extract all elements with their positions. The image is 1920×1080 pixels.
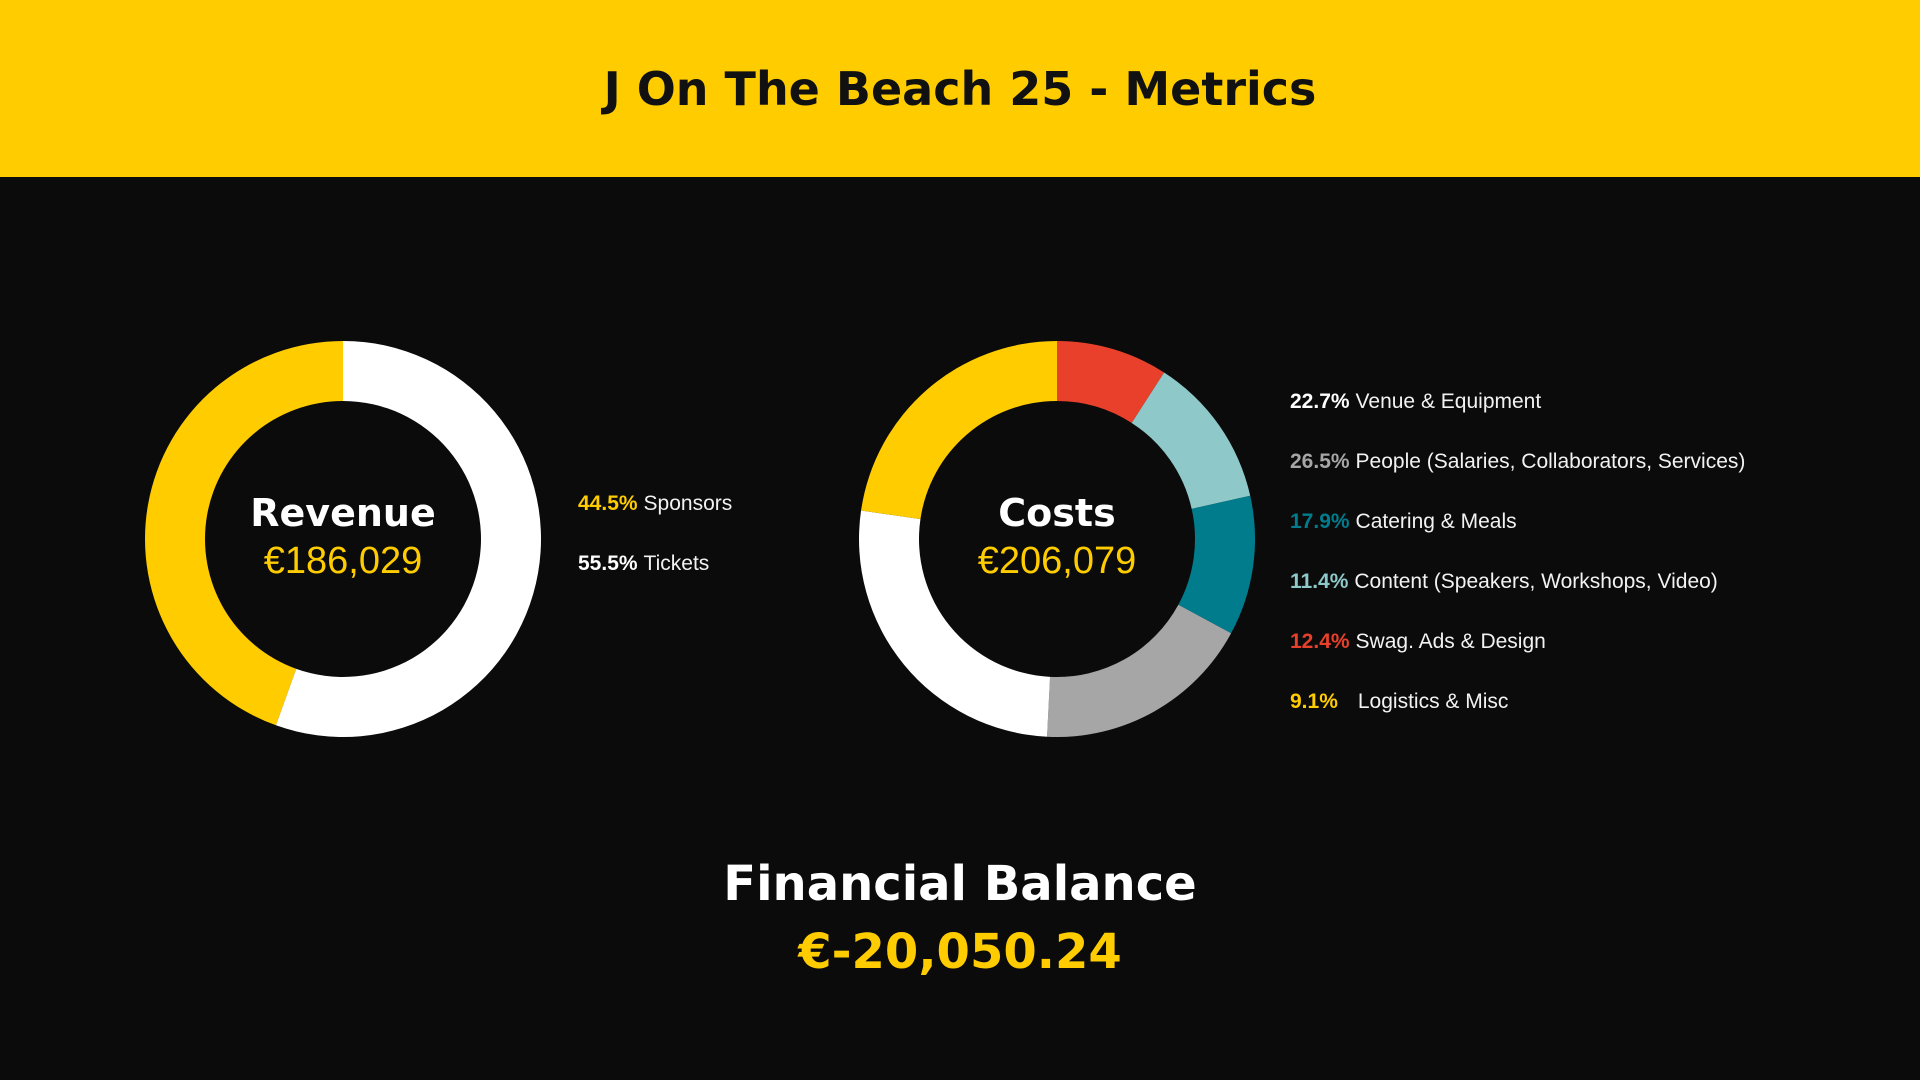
donut-slice-tickets xyxy=(275,341,541,737)
legend-label: People (Salaries, Collaborators, Service… xyxy=(1355,450,1746,473)
donut-slice-sponsors xyxy=(144,341,343,726)
legend-pct: 17.9% xyxy=(1290,510,1350,533)
balance-value: €-20,050.24 xyxy=(798,924,1122,980)
revenue-donut-svg xyxy=(144,341,541,737)
legend-item-content: 11.4% Content (Speakers, Workshops, Vide… xyxy=(1290,570,1745,630)
legend-pct: 44.5% xyxy=(578,492,638,515)
donut-slice-swag-ads-design xyxy=(1057,341,1165,423)
donut-slice-people-salaries-collaborators-services xyxy=(1047,604,1232,737)
legend-label: Catering & Meals xyxy=(1355,510,1517,533)
legend-item-catering: 17.9% Catering & Meals xyxy=(1290,510,1745,570)
donut-slice-venue-equipment xyxy=(859,510,1051,737)
revenue-donut-chart: Revenue €186,029 xyxy=(143,339,543,739)
header-bar: J On The Beach 25 - Metrics xyxy=(0,0,1920,177)
legend-pct: 26.5% xyxy=(1290,450,1350,473)
legend-item-tickets: 55.5% Tickets xyxy=(578,552,732,612)
costs-legend: 22.7% Venue & Equipment 26.5% People (Sa… xyxy=(1290,390,1745,750)
balance-title: Financial Balance xyxy=(723,856,1197,912)
legend-label: Content (Speakers, Workshops, Video) xyxy=(1354,570,1718,593)
legend-label: Tickets xyxy=(643,552,710,575)
legend-label: Swag. Ads & Design xyxy=(1355,630,1546,653)
legend-pct: 12.4% xyxy=(1290,630,1350,653)
legend-pct: 55.5% xyxy=(578,552,638,575)
legend-item-logistics: 9.1% Logistics & Misc xyxy=(1290,690,1745,750)
legend-pct: 9.1% xyxy=(1290,690,1338,713)
costs-donut-svg xyxy=(859,341,1255,737)
costs-donut-chart: Costs €206,079 xyxy=(857,339,1257,739)
legend-item-swag: 12.4% Swag. Ads & Design xyxy=(1290,630,1745,690)
legend-label: Logistics & Misc xyxy=(1357,690,1509,713)
legend-pct: 11.4% xyxy=(1290,570,1349,593)
donut-slice-content-speakers-workshops-video xyxy=(1131,372,1251,509)
revenue-legend: 44.5% Sponsors 55.5% Tickets xyxy=(578,492,732,612)
page-title: J On The Beach 25 - Metrics xyxy=(603,61,1317,116)
donut-slice-catering-meals xyxy=(1178,495,1255,634)
financial-balance: Financial Balance €-20,050.24 xyxy=(0,852,1920,988)
legend-item-sponsors: 44.5% Sponsors xyxy=(578,492,732,552)
legend-item-people: 26.5% People (Salaries, Collaborators, S… xyxy=(1290,450,1745,510)
legend-label: Venue & Equipment xyxy=(1355,390,1542,413)
legend-item-venue: 22.7% Venue & Equipment xyxy=(1290,390,1745,450)
donut-slice-logistics-misc xyxy=(861,341,1057,520)
legend-label: Sponsors xyxy=(643,492,733,515)
legend-pct: 22.7% xyxy=(1290,390,1350,413)
